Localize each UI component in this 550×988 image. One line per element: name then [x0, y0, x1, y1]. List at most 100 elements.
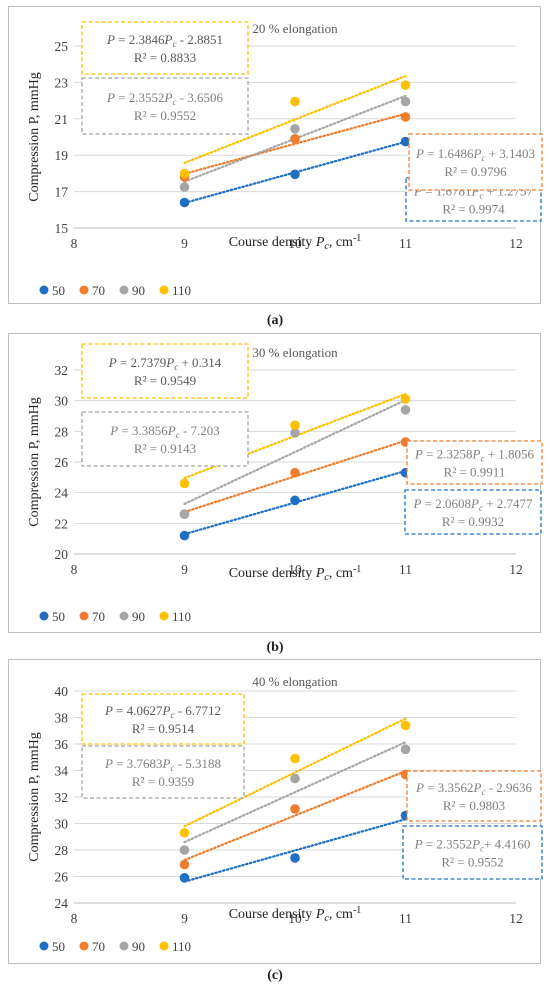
- legend-label-90: 90: [132, 939, 145, 954]
- legend-label-110: 110: [172, 609, 191, 624]
- equation-text: P = 3.3856Pc​ - 7.203: [109, 423, 220, 440]
- x-tick-label: 12: [509, 562, 523, 577]
- r-squared-text: R² = 0.9974: [442, 202, 505, 217]
- panel-label-a: (a): [266, 313, 284, 328]
- r-squared-text: R² = 0.9932: [442, 514, 504, 529]
- data-point-110: [179, 827, 190, 838]
- x-axis-label: Course density Pc​, cm-1​: [229, 564, 362, 583]
- panel-label-b: (b): [266, 640, 284, 655]
- y-tick-label: 20: [55, 547, 69, 562]
- y-tick-label: 24: [55, 486, 69, 501]
- trendline-50: [183, 140, 407, 205]
- x-tick-label: 11: [399, 562, 412, 577]
- data-point-70: [400, 112, 411, 122]
- trendline-110: [183, 75, 407, 165]
- data-point-70: [290, 467, 300, 478]
- legend-marker-70: [79, 285, 89, 295]
- legend-marker-90: [119, 611, 129, 621]
- x-tick-label: 8: [71, 562, 78, 577]
- y-axis-label: Compression P, mmHg: [27, 397, 42, 527]
- y-tick-label: 24: [55, 896, 69, 911]
- panel-label-c: (c): [267, 968, 283, 983]
- data-point-90: [179, 509, 190, 519]
- data-point-110: [290, 96, 300, 107]
- x-tick-label: 10: [288, 562, 302, 577]
- data-point-90: [179, 845, 190, 855]
- y-tick-label: 26: [55, 455, 69, 470]
- trendline-70: [183, 112, 407, 175]
- x-axis-label: Course density Pc​, cm-1​: [229, 905, 362, 924]
- data-point-50: [179, 530, 190, 541]
- equation-text: P = 2.3552Pc​+ 4.4160: [414, 837, 531, 854]
- data-point-50: [290, 495, 300, 506]
- trendline-50: [183, 818, 407, 883]
- data-point-90: [400, 96, 411, 107]
- y-tick-label: 28: [55, 424, 69, 439]
- legend-label-70: 70: [92, 609, 105, 624]
- data-point-110: [290, 753, 300, 764]
- equation-text: P = 3.7683Pc​ - 5.3188: [104, 756, 221, 773]
- data-point-70: [290, 804, 300, 814]
- legend-label-70: 70: [92, 939, 105, 954]
- y-axis-label: Compression P, mmHg: [27, 72, 42, 202]
- data-point-50: [290, 853, 300, 863]
- x-axis-label: Course density Pc​, cm-1​: [229, 233, 362, 252]
- data-point-50: [179, 873, 190, 883]
- y-tick-label: 21: [55, 112, 69, 127]
- x-tick-label: 9: [181, 911, 188, 926]
- chart-title: 30 % elongation: [252, 345, 338, 360]
- legend-marker-110: [159, 611, 169, 621]
- legend-marker-50: [39, 941, 49, 951]
- data-point-110: [400, 720, 411, 731]
- trendline-90: [183, 741, 407, 844]
- y-tick-label: 23: [55, 75, 69, 90]
- y-tick-label: 36: [55, 737, 69, 752]
- legend-label-70: 70: [92, 283, 105, 298]
- x-tick-label: 10: [288, 236, 302, 251]
- r-squared-text: R² = 0.9552: [441, 855, 503, 870]
- equation-text: P = 3.3562Pc​ - 2.9636: [415, 780, 533, 797]
- legend-marker-50: [39, 611, 49, 621]
- legend-label-50: 50: [52, 609, 65, 624]
- x-tick-label: 8: [71, 236, 78, 251]
- y-tick-label: 30: [55, 817, 69, 832]
- y-tick-label: 25: [55, 39, 69, 54]
- x-tick-label: 9: [181, 562, 188, 577]
- equation-text: P = 2.7379Pc​ + 0.314: [108, 355, 222, 372]
- y-tick-label: 38: [55, 711, 69, 726]
- legend-label-110: 110: [172, 939, 191, 954]
- y-tick-label: 19: [55, 148, 69, 163]
- r-squared-text: R² = 0.9552: [134, 108, 196, 123]
- r-squared-text: R² = 0.9359: [132, 774, 194, 789]
- equation-text: P = 2.3258Pc​ + 1.8056: [414, 447, 535, 464]
- y-tick-label: 30: [55, 394, 69, 409]
- x-tick-label: 9: [181, 236, 188, 251]
- data-point-110: [400, 80, 411, 90]
- equation-text: P = 2.3846Pc​ - 2.8851: [106, 32, 223, 49]
- trendline-90: [183, 398, 407, 505]
- chart-title: 20 % elongation: [252, 21, 338, 36]
- data-point-70: [290, 134, 300, 144]
- y-tick-label: 22: [55, 516, 69, 531]
- equation-text: P = 4.0627Pc​ - 6.7712: [104, 703, 221, 720]
- y-tick-label: 40: [55, 684, 69, 699]
- chart-a: 20 % elongation 15 17 19 21 23 25 8 9 10 11 12 Cours…: [27, 21, 543, 298]
- data-point-50: [400, 136, 411, 147]
- data-point-110: [290, 420, 300, 431]
- legend-marker-90: [119, 941, 129, 951]
- chart-c: 40 % elongation 24 26 28 30 32 34 36 38 40 8 9 10 11 1…: [27, 674, 543, 954]
- data-point-90: [290, 428, 300, 438]
- data-point-110: [400, 394, 411, 404]
- trendline-110: [183, 717, 407, 828]
- x-tick-label: 11: [399, 911, 412, 926]
- data-point-90: [400, 744, 411, 755]
- legend-marker-50: [39, 285, 49, 295]
- data-point-90: [400, 405, 411, 415]
- legend-label-90: 90: [132, 283, 145, 298]
